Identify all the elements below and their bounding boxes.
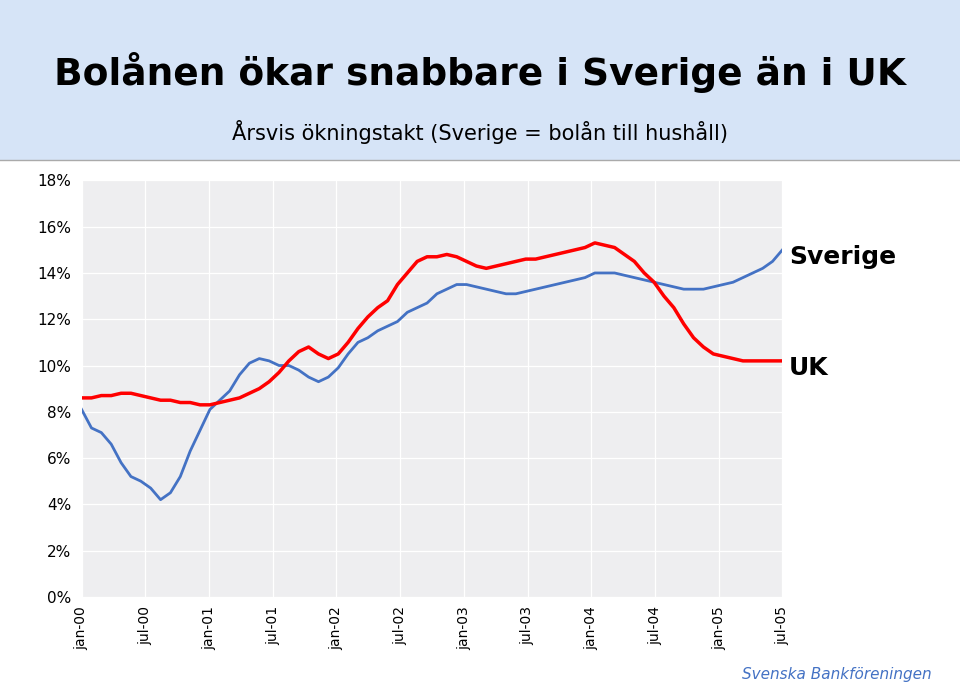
Text: UK: UK	[789, 356, 828, 380]
Text: Årsvis ökningstakt (Sverige = bolån till hushåll): Årsvis ökningstakt (Sverige = bolån till…	[232, 120, 728, 144]
Text: Svenska Bankföreningen: Svenska Bankföreningen	[741, 666, 931, 682]
Text: Bolånen ökar snabbare i Sverige än i UK: Bolånen ökar snabbare i Sverige än i UK	[54, 52, 906, 94]
Text: Sverige: Sverige	[789, 245, 897, 269]
